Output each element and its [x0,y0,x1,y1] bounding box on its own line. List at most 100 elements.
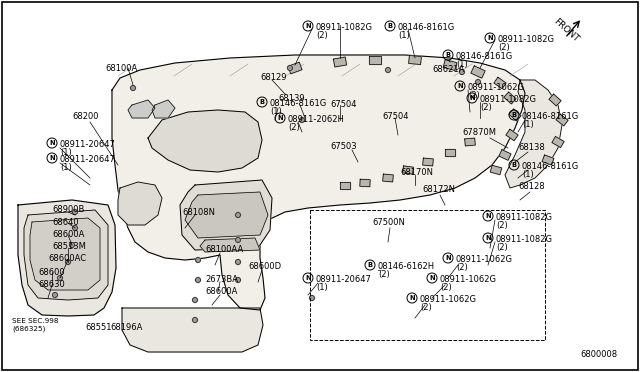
Text: 68108N: 68108N [182,208,215,217]
Text: (2): (2) [378,270,390,279]
Polygon shape [333,57,347,67]
Circle shape [460,70,465,74]
Polygon shape [180,180,272,250]
Text: 68139: 68139 [278,94,305,103]
Text: B: B [445,52,451,58]
Polygon shape [422,158,433,166]
Text: 08911-1062G: 08911-1062G [468,83,525,92]
Text: 08911-1082G: 08911-1082G [496,213,553,222]
Text: 68640: 68640 [52,218,79,227]
Bar [310,210,545,340]
Text: N: N [305,23,311,29]
Polygon shape [122,308,263,352]
Circle shape [65,260,70,264]
Text: 68100A: 68100A [105,64,137,73]
Polygon shape [383,174,394,182]
Text: (2): (2) [440,283,452,292]
Polygon shape [505,80,562,188]
Text: 08911-2062H: 08911-2062H [288,115,345,124]
Text: 08911-20647: 08911-20647 [60,140,116,149]
Text: 67870M: 67870M [462,128,496,137]
Text: 67504: 67504 [330,100,356,109]
Polygon shape [30,218,100,290]
Circle shape [236,237,241,243]
Text: 08146-8161G: 08146-8161G [456,52,513,61]
Text: (1): (1) [270,107,282,116]
Circle shape [195,278,200,282]
Circle shape [236,260,241,264]
Text: (2): (2) [316,31,328,40]
Text: SEE SEC.998: SEE SEC.998 [12,318,58,324]
Text: 08911-1082G: 08911-1082G [480,95,537,104]
Text: 68200: 68200 [72,112,99,121]
Polygon shape [185,192,268,238]
Text: 68551: 68551 [85,323,111,332]
Text: (1): (1) [60,163,72,172]
Text: (1): (1) [316,283,328,292]
Circle shape [385,67,390,73]
Polygon shape [506,129,518,141]
Polygon shape [200,238,260,252]
Text: (1): (1) [60,148,72,157]
Text: 67504: 67504 [382,112,408,121]
Text: B: B [387,23,392,29]
Polygon shape [403,166,413,174]
Text: 08911-1062G: 08911-1062G [440,275,497,284]
Text: 08146-8161G: 08146-8161G [398,23,455,32]
Polygon shape [542,155,554,165]
Text: 68630: 68630 [38,280,65,289]
Circle shape [287,65,292,71]
Polygon shape [494,77,506,89]
Polygon shape [112,55,525,310]
Polygon shape [445,148,455,155]
Circle shape [72,209,77,215]
Polygon shape [509,109,521,121]
Text: 08146-8161G: 08146-8161G [522,162,579,171]
Text: 67503: 67503 [330,142,356,151]
Text: N: N [457,83,463,89]
Text: N: N [277,115,283,121]
Polygon shape [340,182,350,189]
Circle shape [193,317,198,323]
Text: 68100AA: 68100AA [205,245,243,254]
Polygon shape [504,92,516,104]
Text: 08911-1062G: 08911-1062G [420,295,477,304]
Text: (1): (1) [522,120,534,129]
Circle shape [52,292,58,298]
Polygon shape [288,62,302,74]
Text: 08911-20647: 08911-20647 [60,155,116,164]
Text: 68900B: 68900B [52,205,84,214]
Text: (2): (2) [480,103,492,112]
Text: N: N [429,275,435,281]
Text: 08911-20647: 08911-20647 [316,275,372,284]
Polygon shape [152,100,175,118]
Text: 68600A: 68600A [205,287,237,296]
Circle shape [300,118,305,122]
Circle shape [310,295,314,301]
Polygon shape [148,110,262,172]
Circle shape [70,243,74,247]
Text: B: B [511,112,516,118]
Text: 08911-1082G: 08911-1082G [316,23,373,32]
Text: (2): (2) [456,263,468,272]
Text: 08911-1082G: 08911-1082G [498,35,555,44]
Polygon shape [465,138,476,146]
Polygon shape [360,179,370,187]
Text: 68172N: 68172N [422,185,455,194]
Text: (2): (2) [496,243,508,252]
Polygon shape [24,210,108,300]
Text: N: N [487,35,493,41]
Text: N: N [469,95,475,101]
Polygon shape [490,165,502,175]
Polygon shape [128,100,155,118]
Circle shape [236,278,241,282]
Text: N: N [445,255,451,261]
Text: 08146-8161G: 08146-8161G [522,112,579,121]
Text: B: B [367,262,372,268]
Text: 68600AC: 68600AC [48,254,86,263]
Polygon shape [549,94,561,106]
Text: FRONT: FRONT [552,17,580,44]
Text: 68128: 68128 [518,182,545,191]
Text: 08911-1082G: 08911-1082G [496,235,553,244]
Text: 2673BA: 2673BA [205,275,238,284]
